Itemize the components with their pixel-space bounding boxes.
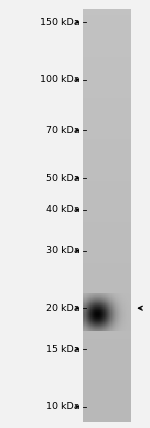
Text: 70 kDa: 70 kDa (46, 126, 80, 135)
Text: 30 kDa: 30 kDa (46, 246, 80, 255)
Text: 150 kDa: 150 kDa (40, 18, 80, 27)
Text: WWW.PTGLAB.COM: WWW.PTGLAB.COM (104, 188, 109, 242)
Text: 15 kDa: 15 kDa (46, 345, 80, 354)
Text: 10 kDa: 10 kDa (46, 402, 80, 411)
Text: 50 kDa: 50 kDa (46, 174, 80, 183)
Text: 20 kDa: 20 kDa (46, 304, 80, 313)
Text: 100 kDa: 100 kDa (40, 75, 80, 84)
Text: 40 kDa: 40 kDa (46, 205, 80, 214)
